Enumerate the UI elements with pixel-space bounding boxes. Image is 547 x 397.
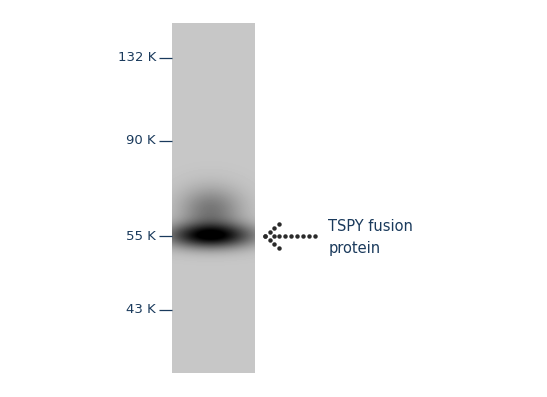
Text: 90 K: 90 K <box>126 135 156 147</box>
Bar <box>172 24 254 373</box>
Text: 132 K: 132 K <box>118 51 156 64</box>
Text: TSPY fusion: TSPY fusion <box>328 219 413 234</box>
Text: protein: protein <box>328 241 380 256</box>
Text: 43 K: 43 K <box>126 303 156 316</box>
Text: 55 K: 55 K <box>126 230 156 243</box>
